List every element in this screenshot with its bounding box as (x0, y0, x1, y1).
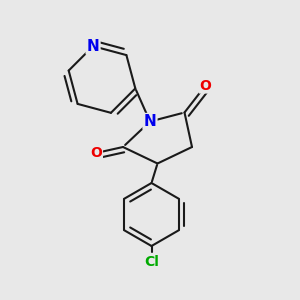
Text: N: N (144, 114, 156, 129)
Text: O: O (200, 79, 211, 92)
Text: N: N (87, 39, 99, 54)
Text: Cl: Cl (144, 256, 159, 269)
Text: O: O (90, 146, 102, 160)
